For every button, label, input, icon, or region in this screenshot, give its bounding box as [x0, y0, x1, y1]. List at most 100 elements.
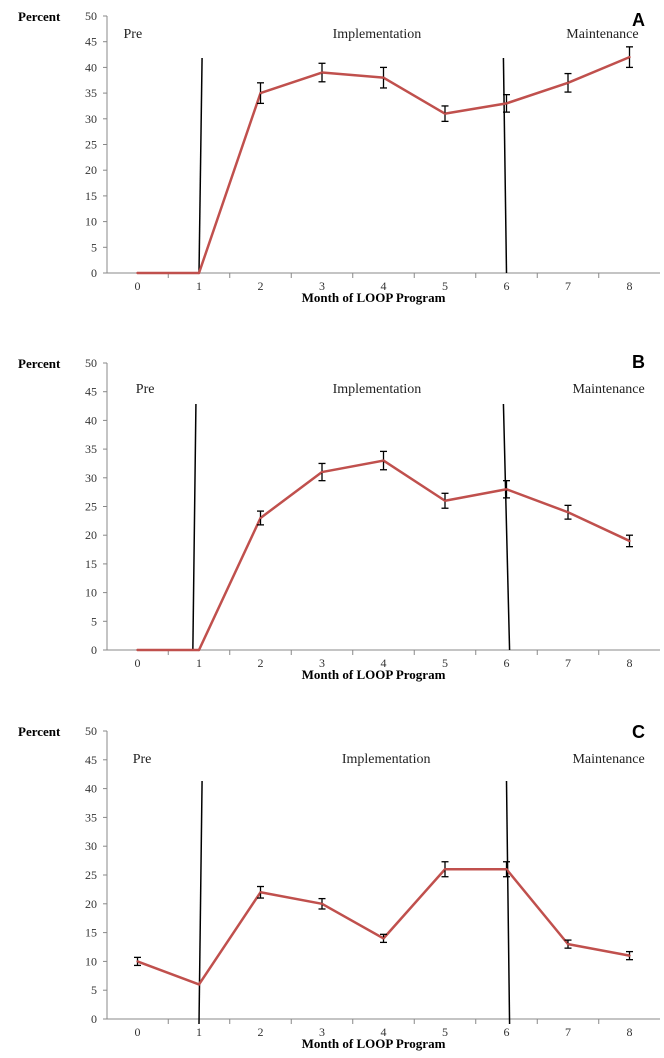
- x-tick-label: 4: [381, 656, 387, 670]
- x-tick-label: 5: [442, 279, 448, 293]
- phase-label-maintenance: Maintenance: [572, 752, 644, 767]
- x-tick-label: 8: [627, 656, 633, 670]
- data-point: [443, 112, 447, 115]
- x-tick-label: 3: [319, 279, 325, 293]
- data-point: [197, 648, 201, 652]
- panel-letter: A: [632, 10, 645, 30]
- y-tick-label: 10: [85, 586, 97, 600]
- x-tick-label: 6: [504, 656, 510, 670]
- phase-label-pre: Pre: [133, 752, 152, 767]
- data-point: [320, 71, 324, 74]
- y-tick-label: 45: [85, 385, 97, 399]
- phase-label-implementation: Implementation: [333, 382, 422, 397]
- x-tick-label: 6: [504, 1025, 510, 1039]
- y-tick-label: 45: [85, 753, 97, 767]
- y-tick-label: 20: [85, 528, 97, 542]
- data-point: [628, 954, 631, 957]
- y-tick-label: 0: [91, 266, 97, 280]
- panel-letter: B: [632, 352, 645, 372]
- x-tick-label: 7: [565, 1025, 571, 1039]
- x-tick-label: 2: [258, 1025, 264, 1039]
- x-tick-label: 2: [258, 656, 264, 670]
- x-tick-label: 5: [442, 1025, 448, 1039]
- y-tick-label: 40: [85, 782, 97, 796]
- data-point: [566, 511, 570, 514]
- data-point: [197, 983, 201, 986]
- y-tick-label: 5: [91, 240, 97, 254]
- data-point: [136, 960, 139, 963]
- y-tick-label: 50: [85, 724, 97, 738]
- y-tick-label: 35: [85, 810, 97, 824]
- data-point: [628, 539, 631, 543]
- y-tick-label: 25: [85, 138, 97, 152]
- y-axis-label: Percent: [18, 9, 61, 24]
- phase-label-maintenance: Maintenance: [572, 382, 644, 397]
- data-point: [259, 516, 262, 520]
- x-tick-label: 7: [565, 656, 571, 670]
- y-tick-label: 20: [85, 163, 97, 177]
- x-tick-label: 6: [504, 279, 510, 293]
- phase-divider-2: [502, 403, 511, 651]
- y-tick-label: 15: [85, 926, 97, 940]
- x-tick-label: 5: [442, 656, 448, 670]
- phase-divider-1: [198, 780, 203, 1025]
- y-tick-label: 35: [85, 86, 97, 100]
- x-tick-label: 3: [319, 656, 325, 670]
- y-tick-label: 25: [85, 500, 97, 514]
- y-tick-label: 30: [85, 471, 97, 485]
- phase-label-implementation: Implementation: [342, 752, 431, 767]
- x-tick-label: 1: [196, 656, 202, 670]
- data-point: [382, 937, 385, 940]
- y-tick-label: 10: [85, 215, 97, 229]
- y-axis-label: Percent: [18, 356, 61, 371]
- data-point: [197, 271, 201, 275]
- x-axis-label: Month of LOOP Program: [302, 290, 446, 305]
- x-tick-label: 4: [381, 279, 387, 293]
- data-line: [137, 55, 630, 275]
- y-tick-label: 50: [85, 9, 97, 23]
- phase-label-pre: Pre: [136, 382, 155, 397]
- phase-divider-1: [198, 57, 203, 274]
- data-point: [566, 81, 570, 85]
- data-point: [320, 470, 324, 474]
- data-point: [382, 459, 385, 462]
- data-point: [320, 902, 324, 905]
- y-tick-label: 40: [85, 413, 97, 427]
- y-tick-label: 5: [91, 614, 97, 628]
- data-line: [137, 867, 630, 986]
- y-tick-label: 10: [85, 954, 97, 968]
- data-point: [443, 868, 447, 871]
- phase-divider-2: [502, 57, 508, 274]
- y-tick-label: 45: [85, 35, 97, 49]
- data-point: [628, 55, 631, 59]
- y-tick-label: 20: [85, 897, 97, 911]
- x-tick-label: 2: [258, 279, 264, 293]
- y-tick-label: 35: [85, 442, 97, 456]
- phase-divider-2: [505, 780, 511, 1025]
- phase-label-maintenance: Maintenance: [566, 27, 638, 42]
- y-tick-label: 0: [91, 1012, 97, 1026]
- y-tick-label: 25: [85, 868, 97, 882]
- x-tick-label: 0: [135, 656, 141, 670]
- y-tick-label: 50: [85, 356, 97, 370]
- phase-label-implementation: Implementation: [333, 27, 422, 42]
- y-tick-label: 5: [91, 983, 97, 997]
- x-tick-label: 8: [627, 279, 633, 293]
- y-tick-label: 15: [85, 557, 97, 571]
- data-point: [566, 942, 570, 946]
- x-tick-label: 3: [319, 1025, 325, 1039]
- data-point: [505, 102, 508, 105]
- data-point: [259, 91, 262, 95]
- data-point: [259, 891, 262, 894]
- x-tick-label: 7: [565, 279, 571, 293]
- phase-divider-1: [192, 403, 197, 651]
- data-point: [136, 648, 139, 652]
- x-axis-label: Month of LOOP Program: [302, 667, 446, 682]
- x-tick-label: 8: [627, 1025, 633, 1039]
- data-point: [382, 76, 385, 79]
- x-axis-label: Month of LOOP Program: [302, 1036, 446, 1051]
